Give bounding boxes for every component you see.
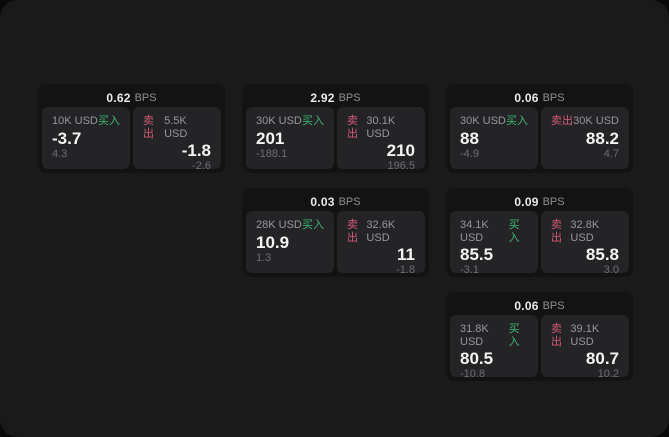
- card-body: 30K USD 买入 201 -188.1 卖出 30.1K USD 210 1…: [246, 107, 425, 172]
- buy-price: 85.5: [460, 245, 494, 264]
- sell-panel[interactable]: 卖出 5.5K USD -1.8 -2.6: [133, 107, 221, 172]
- buy-panel[interactable]: 30K USD 买入 88 -4.9: [450, 107, 538, 169]
- sell-panel[interactable]: 卖出 30K USD 88.2 4.7: [541, 107, 629, 169]
- quote-card: 0.06 BPS 31.8K USD 买入 80.5 -10.8 卖出 39.1…: [446, 292, 633, 381]
- sell-amount: 30.1K USD: [366, 115, 396, 140]
- sell-panel[interactable]: 卖出 32.6K USD 11 -1.8: [337, 211, 425, 276]
- buy-amount: 28K USD: [256, 219, 302, 231]
- buy-side-label: 买入: [508, 323, 520, 348]
- card-header: 2.92 BPS: [246, 88, 425, 107]
- buy-side-label: 买入: [98, 115, 120, 127]
- sell-delta: -2.6: [192, 160, 211, 172]
- sell-price: 210: [386, 141, 415, 160]
- sell-side-label: 卖出: [347, 219, 358, 244]
- sell-panel[interactable]: 卖出 39.1K USD 80.7 10.2: [541, 315, 629, 380]
- sell-amount: 39.1K USD: [570, 323, 600, 348]
- buy-price: -3.7: [52, 128, 82, 148]
- sell-panel[interactable]: 卖出 32.8K USD 85.8 3.0: [541, 211, 629, 276]
- quote-card: 0.06 BPS 30K USD 买入 88 -4.9 卖出 30K USD: [446, 84, 633, 173]
- buy-price: 88: [460, 128, 479, 148]
- bps-value: 0.03: [310, 194, 335, 209]
- sell-delta: -1.8: [396, 264, 415, 276]
- sell-side-label: 卖出: [551, 115, 573, 127]
- buy-side-label: 买入: [506, 115, 528, 127]
- card-header: 0.62 BPS: [42, 88, 221, 107]
- buy-side-label: 买入: [302, 219, 324, 231]
- quote-card-grid: 0.62 BPS 10K USD 买入 -3.7 4.3 卖出 5.5K USD: [38, 84, 633, 381]
- buy-amount: 34.1K USD: [460, 219, 489, 244]
- buy-delta: -3.1: [460, 264, 479, 276]
- bps-value: 0.06: [514, 90, 539, 105]
- buy-price: 10.9: [256, 232, 290, 252]
- quote-card: 0.62 BPS 10K USD 买入 -3.7 4.3 卖出 5.5K USD: [38, 84, 225, 173]
- card-body: 10K USD 买入 -3.7 4.3 卖出 5.5K USD -1.8 -2.…: [42, 107, 221, 172]
- buy-delta: 1.3: [256, 252, 272, 264]
- bps-unit-label: BPS: [338, 195, 361, 208]
- quote-card: 0.09 BPS 34.1K USD 买入 85.5 -3.1 卖出 32.8K…: [446, 188, 633, 277]
- buy-price: 201: [256, 128, 285, 148]
- buy-amount: 10K USD: [52, 115, 98, 127]
- sell-side-label: 卖出: [347, 115, 358, 140]
- bps-unit-label: BPS: [542, 299, 565, 312]
- quote-card: 0.03 BPS 28K USD 买入 10.9 1.3 卖出 32.6K US…: [242, 188, 429, 277]
- sell-side-label: 卖出: [551, 323, 562, 348]
- sell-panel[interactable]: 卖出 30.1K USD 210 196.5: [337, 107, 425, 172]
- buy-amount: 30K USD: [256, 115, 302, 127]
- buy-amount: 30K USD: [460, 115, 506, 127]
- sell-side-label: 卖出: [143, 115, 154, 140]
- buy-side-label: 买入: [302, 115, 324, 127]
- buy-panel[interactable]: 30K USD 买入 201 -188.1: [246, 107, 334, 169]
- card-header: 0.03 BPS: [246, 192, 425, 211]
- card-header: 0.09 BPS: [450, 192, 629, 211]
- quote-card: 2.92 BPS 30K USD 买入 201 -188.1 卖出 30.1K …: [242, 84, 429, 173]
- card-body: 28K USD 买入 10.9 1.3 卖出 32.6K USD 11 -1.8: [246, 211, 425, 276]
- sell-amount: 30K USD: [573, 115, 619, 127]
- sell-side-label: 卖出: [551, 219, 562, 244]
- sell-price: 80.7: [585, 349, 619, 368]
- bps-unit-label: BPS: [134, 91, 157, 104]
- buy-delta: -10.8: [460, 368, 486, 380]
- buy-price: 80.5: [460, 349, 494, 368]
- sell-delta: 10.2: [597, 368, 619, 380]
- buy-delta: -188.1: [256, 148, 288, 160]
- bps-value: 0.62: [106, 90, 131, 105]
- bps-unit-label: BPS: [338, 91, 361, 104]
- buy-panel[interactable]: 10K USD 买入 -3.7 4.3: [42, 107, 130, 169]
- sell-price: -1.8: [181, 141, 211, 160]
- buy-panel[interactable]: 34.1K USD 买入 85.5 -3.1: [450, 211, 538, 276]
- sell-price: 88.2: [585, 128, 619, 148]
- buy-panel[interactable]: 31.8K USD 买入 80.5 -10.8: [450, 315, 538, 380]
- buy-panel[interactable]: 28K USD 买入 10.9 1.3: [246, 211, 334, 273]
- sell-delta: 3.0: [603, 264, 619, 276]
- sell-price: 11: [397, 245, 415, 264]
- bps-value: 0.06: [514, 298, 539, 313]
- bps-unit-label: BPS: [542, 91, 565, 104]
- sell-amount: 5.5K USD: [164, 115, 188, 140]
- buy-side-label: 买入: [508, 219, 520, 244]
- card-body: 31.8K USD 买入 80.5 -10.8 卖出 39.1K USD 80.…: [450, 315, 629, 380]
- card-header: 0.06 BPS: [450, 296, 629, 315]
- card-body: 30K USD 买入 88 -4.9 卖出 30K USD 88.2 4.7: [450, 107, 629, 169]
- buy-delta: 4.3: [52, 148, 68, 160]
- sell-amount: 32.8K USD: [570, 219, 600, 244]
- card-body: 34.1K USD 买入 85.5 -3.1 卖出 32.8K USD 85.8…: [450, 211, 629, 276]
- sell-delta: 4.7: [603, 148, 619, 160]
- card-header: 0.06 BPS: [450, 88, 629, 107]
- sell-delta: 196.5: [387, 160, 415, 172]
- sell-price: 85.8: [585, 245, 619, 264]
- buy-delta: -4.9: [460, 148, 479, 160]
- bps-value: 0.09: [514, 194, 539, 209]
- sell-amount: 32.6K USD: [366, 219, 396, 244]
- buy-amount: 31.8K USD: [460, 323, 489, 348]
- bps-value: 2.92: [310, 90, 335, 105]
- bps-unit-label: BPS: [542, 195, 565, 208]
